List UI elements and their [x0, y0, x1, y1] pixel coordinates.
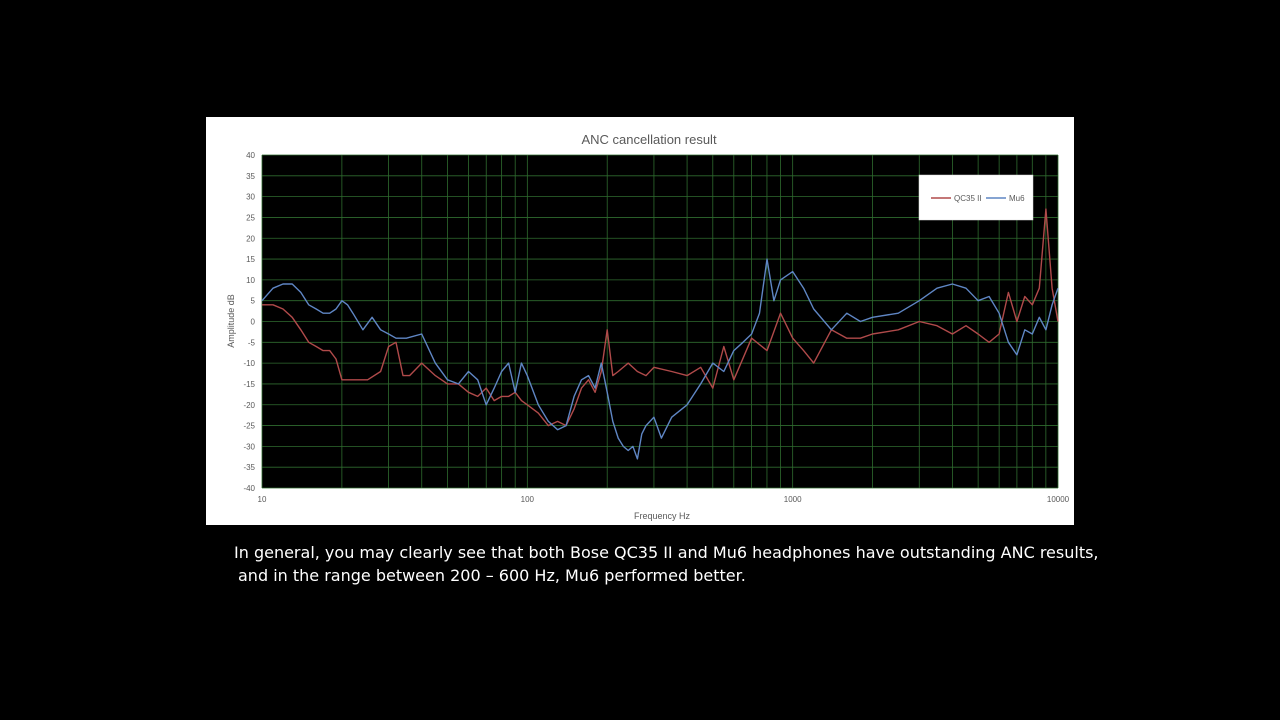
- y-tick-label: -30: [243, 442, 255, 451]
- x-tick-label: 10: [258, 495, 267, 504]
- y-tick-label: -10: [243, 359, 255, 368]
- y-tick-label: 0: [251, 318, 256, 327]
- y-tick-label: -40: [243, 484, 255, 493]
- y-tick-label: 10: [246, 276, 255, 285]
- chart-panel: -40 -35 -30 -25 -20 -15 -10 -5 0 5 10 15 20 25 30 35 40 …: [206, 117, 1074, 525]
- legend-label-mu6: Mu6: [1009, 194, 1025, 203]
- y-tick-label: -5: [248, 338, 256, 347]
- y-tick-label: -35: [243, 463, 255, 472]
- y-tick-label: 15: [246, 255, 255, 264]
- caption-line-2: and in the range between 200 – 600 Hz, M…: [234, 564, 1134, 587]
- anc-chart: -40-35-30-25-20-15-10-50510152025303540 …: [206, 117, 1074, 525]
- y-tick-label: 20: [246, 234, 255, 243]
- x-axis-label: Frequency Hz: [634, 511, 691, 521]
- x-tick-label: 100: [521, 495, 535, 504]
- y-axis-label: Amplitude dB: [226, 294, 236, 348]
- caption: In general, you may clearly see that bot…: [234, 541, 1134, 587]
- y-tick-labels: -40 -35 -30 -25 -20 -15 -10 -5 0 5 10 15 20 25 30 35 40: [243, 151, 255, 493]
- caption-line-1: In general, you may clearly see that bot…: [234, 541, 1134, 564]
- legend-label-qc35: QC35 II: [954, 194, 982, 203]
- legend: QC35 II Mu6: [919, 175, 1033, 220]
- y-tick-label: -15: [243, 380, 255, 389]
- y-tick-label: -25: [243, 422, 255, 431]
- y-tick-label: 35: [246, 172, 255, 181]
- x-tick-labels: 10 100 1000 10000: [258, 495, 1070, 504]
- y-tick-label: -20: [243, 401, 255, 410]
- chart-title: ANC cancellation result: [581, 132, 717, 147]
- y-tick-label: 5: [251, 297, 256, 306]
- y-tick-label: 25: [246, 213, 255, 222]
- y-tick-label: 40: [246, 151, 255, 160]
- x-tick-label: 10000: [1047, 495, 1070, 504]
- x-tick-label: 1000: [784, 495, 802, 504]
- y-tick-label: 30: [246, 193, 255, 202]
